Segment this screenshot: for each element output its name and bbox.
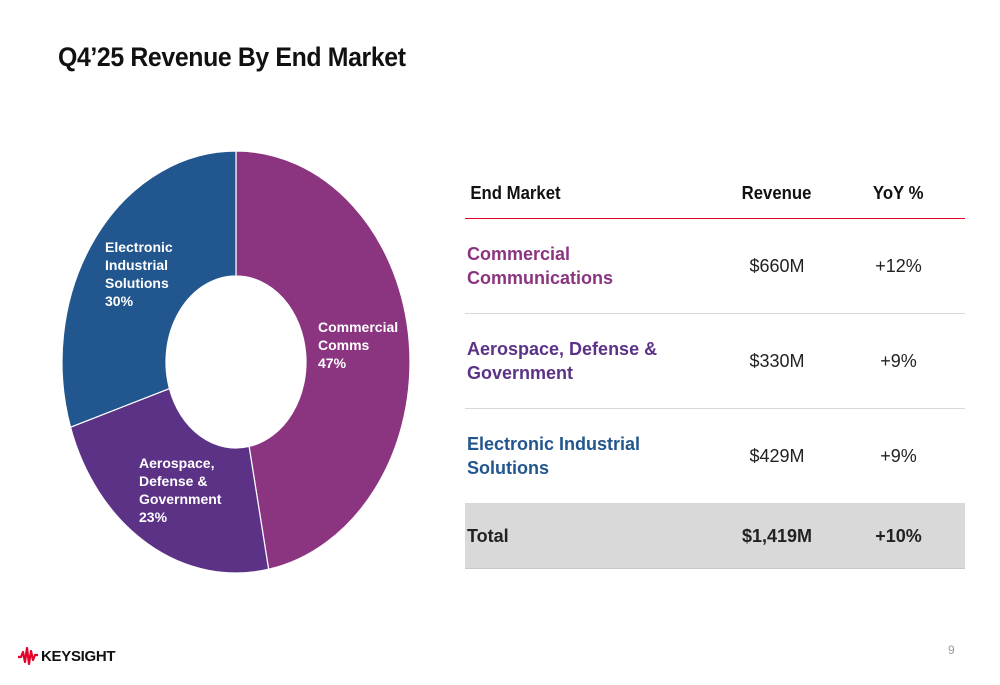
header-revenue: Revenue [742,182,812,203]
table-header-row: End Market Revenue YoY % [465,168,965,219]
header-end-market: End Market [470,182,561,203]
market-name: Aerospace, Defense & Government [467,339,658,383]
total-yoy: +10% [875,525,922,546]
table-total-row: Total $1,419M +10% [465,504,965,569]
total-revenue: $1,419M [741,525,813,546]
page-number: 9 [948,643,955,657]
total-label: Total [467,525,509,546]
yoy-value: +9% [880,350,917,371]
donut-slice-electronic-industrial-solutions [61,150,237,429]
keysight-logo: KEYSIGHT [18,647,116,665]
revenue-table: End Market Revenue YoY % Commercial Comm… [465,168,965,569]
logo-text: KEYSIGHT [41,647,116,665]
page-title: Q4’25 Revenue By End Market [58,42,406,72]
donut-slice-commercial-comms [235,150,411,570]
revenue-value: $429M [749,445,805,466]
market-name: Commercial Communications [467,244,614,288]
table-row: Electronic Industrial Solutions $429M +9… [465,409,965,504]
keysight-wave-icon [18,647,38,665]
revenue-value: $660M [749,255,805,276]
market-name: Electronic Industrial Solutions [467,434,641,478]
table-row: Aerospace, Defense & Government $330M +9… [465,314,965,409]
yoy-value: +12% [875,255,922,276]
donut-slice-aerospace-defense-government [69,387,270,574]
donut-chart: Commercial Comms 47% Aerospace, Defense & Gov… [61,150,411,574]
slice-label: Commercial Comms 47% [318,319,398,371]
table-row: Commercial Communications $660M +12% [465,219,965,314]
revenue-value: $330M [749,350,805,371]
slice-label: Aerospace, Defense & Government 23% [139,455,222,525]
header-yoy: YoY % [873,182,924,203]
slice-label: Electronic Industrial Solutions 30% [105,239,173,309]
yoy-value: +9% [880,445,917,466]
